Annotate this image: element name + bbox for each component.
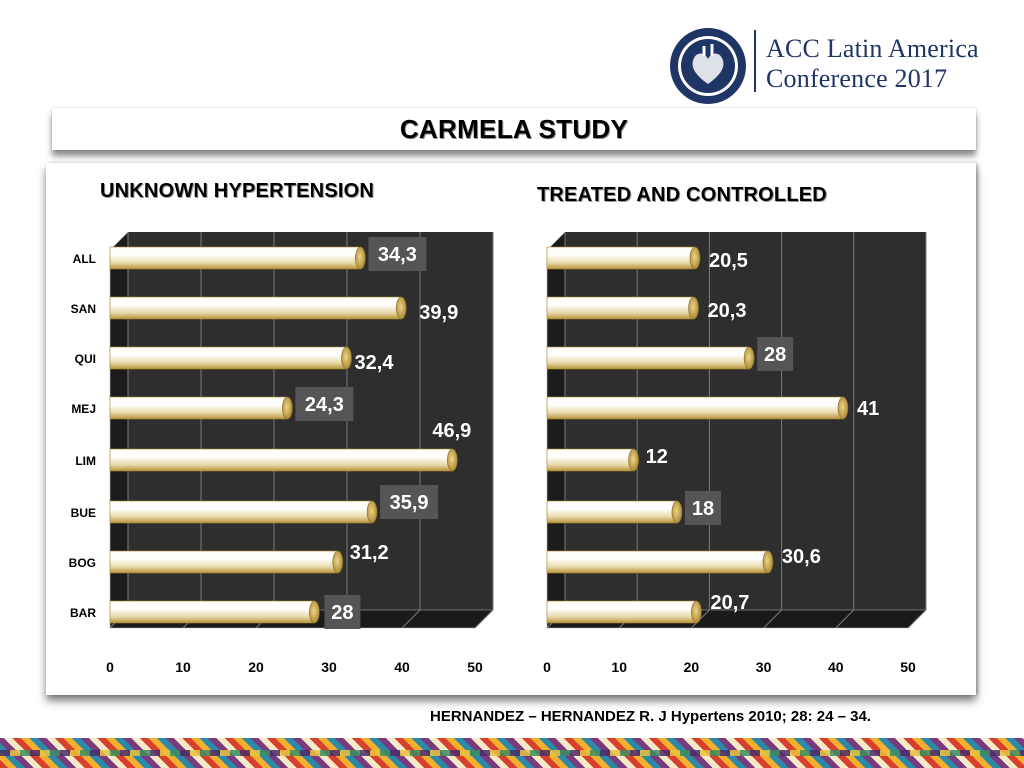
plot-background-0 — [110, 232, 493, 628]
decorative-footer-border — [0, 738, 1024, 768]
x-tick-label-1-5: 50 — [900, 659, 916, 675]
bar-1-bue — [546, 500, 678, 524]
value-label-box-0-0 — [368, 237, 427, 271]
value-label-1-3: 41 — [857, 398, 879, 420]
slide-title: CARMELA STUDY — [399, 114, 629, 144]
bar-1-san — [546, 296, 694, 320]
bar-cap-1-lim — [628, 448, 639, 472]
category-label-bar: BAR — [70, 606, 96, 620]
gridline-floor-0-50 — [474, 609, 494, 629]
value-label-0-1: 39,9 — [419, 302, 458, 324]
bar-1-mej — [546, 396, 844, 420]
category-label-lim: LIM — [75, 454, 96, 468]
x-tick-label-1-0: 0 — [543, 659, 551, 675]
x-tick-label-0-0: 0 — [106, 659, 114, 675]
bar-0-all — [109, 246, 361, 270]
gridline-floor-1-40 — [835, 609, 855, 629]
value-label-0-0: 34,3 — [378, 244, 417, 266]
bar-cap-0-mej — [282, 396, 293, 420]
value-label-0-4: 46,9 — [432, 420, 471, 442]
x-tick-label-0-3: 30 — [321, 659, 337, 675]
bar-cap-1-all — [689, 246, 701, 270]
value-label-0-7: 28 — [331, 602, 353, 624]
bar-1-bar — [546, 600, 697, 624]
title-band: CARMELA STUDY — [52, 108, 976, 150]
category-label-qui: QUI — [75, 352, 96, 366]
bar-0-san — [109, 296, 402, 320]
conference-name: ACC Latin America Conference 2017 — [766, 34, 979, 94]
conference-line-1: ACC Latin America — [766, 34, 979, 63]
value-label-1-6: 30,6 — [782, 546, 821, 568]
category-label-san: SAN — [71, 302, 96, 316]
x-tick-label-1-4: 40 — [828, 659, 844, 675]
bar-cap-1-bog — [762, 550, 774, 574]
bar-1-bog — [546, 550, 769, 574]
bar-cap-0-bog — [332, 550, 344, 574]
category-label-bog: BOG — [69, 556, 96, 570]
bar-0-mej — [109, 396, 288, 420]
charts-svg: 0 10 20 30 40 50 34,3 ALL 39,9 SAN 32,4 QUI 24,3 MEJ 4… — [69, 231, 927, 675]
bar-1-qui — [546, 346, 750, 370]
plot-background-1 — [547, 232, 926, 628]
value-label-1-4: 12 — [646, 446, 668, 468]
x-tick-label-0-1: 10 — [175, 659, 191, 675]
citation: HERNANDEZ – HERNANDEZ R. J Hypertens 201… — [430, 708, 871, 725]
bar-1-all — [546, 246, 696, 270]
bar-cap-0-san — [395, 296, 407, 320]
value-label-0-2: 32,4 — [355, 352, 395, 374]
bar-cap-1-bar — [691, 600, 702, 624]
bar-0-bog — [109, 550, 339, 574]
value-label-0-5: 35,9 — [390, 492, 429, 514]
gridline-floor-1-30 — [763, 609, 782, 629]
category-label-all: ALL — [73, 252, 96, 266]
value-label-1-2: 28 — [764, 344, 786, 366]
bar-cap-0-qui — [341, 346, 352, 370]
bar-0-bue — [109, 500, 373, 524]
bar-cap-0-bue — [366, 500, 378, 524]
chart-title-unknown-hypertension: UNKNOWN HYPERTENSION — [100, 180, 375, 202]
value-label-box-1-5 — [684, 491, 721, 525]
x-tick-label-1-1: 10 — [611, 659, 627, 675]
chart-title-treated-controlled: TREATED AND CONTROLLED — [537, 184, 827, 206]
acc-seal-logo-icon — [670, 28, 746, 104]
value-label-box-1-2 — [757, 337, 794, 371]
category-label-bue: BUE — [71, 506, 96, 520]
value-label-1-5: 18 — [692, 498, 714, 520]
bar-cap-1-bue — [671, 500, 683, 524]
gridline-floor-0-40 — [401, 609, 421, 629]
bar-1-lim — [546, 448, 634, 472]
bar-cap-1-san — [688, 296, 699, 320]
category-label-mej: MEJ — [71, 402, 96, 416]
value-label-0-6: 31,2 — [350, 542, 389, 564]
gridline-floor-1-50 — [907, 609, 927, 629]
value-label-box-0-5 — [380, 485, 439, 519]
x-tick-label-0-4: 40 — [394, 659, 410, 675]
bar-cap-0-all — [355, 246, 366, 270]
x-tick-label-1-3: 30 — [756, 659, 772, 675]
value-label-1-1: 20,3 — [708, 300, 747, 322]
x-tick-label-1-2: 20 — [684, 659, 700, 675]
value-label-0-3: 24,3 — [305, 394, 344, 416]
x-tick-label-0-5: 50 — [467, 659, 483, 675]
bar-0-lim — [109, 448, 453, 472]
bar-cap-1-qui — [743, 346, 755, 370]
bar-0-bar — [109, 600, 315, 624]
x-tick-label-0-2: 20 — [248, 659, 264, 675]
bar-cap-0-bar — [309, 600, 320, 624]
value-label-box-0-3 — [295, 387, 354, 421]
value-label-1-7: 20,7 — [710, 592, 749, 614]
header-divider — [754, 30, 756, 92]
value-label-box-0-7 — [324, 595, 361, 629]
bar-cap-1-mej — [837, 396, 849, 420]
bar-0-qui — [109, 346, 347, 370]
conference-line-2: Conference 2017 — [766, 64, 948, 93]
value-label-1-0: 20,5 — [709, 250, 748, 272]
bar-cap-0-lim — [447, 448, 458, 472]
